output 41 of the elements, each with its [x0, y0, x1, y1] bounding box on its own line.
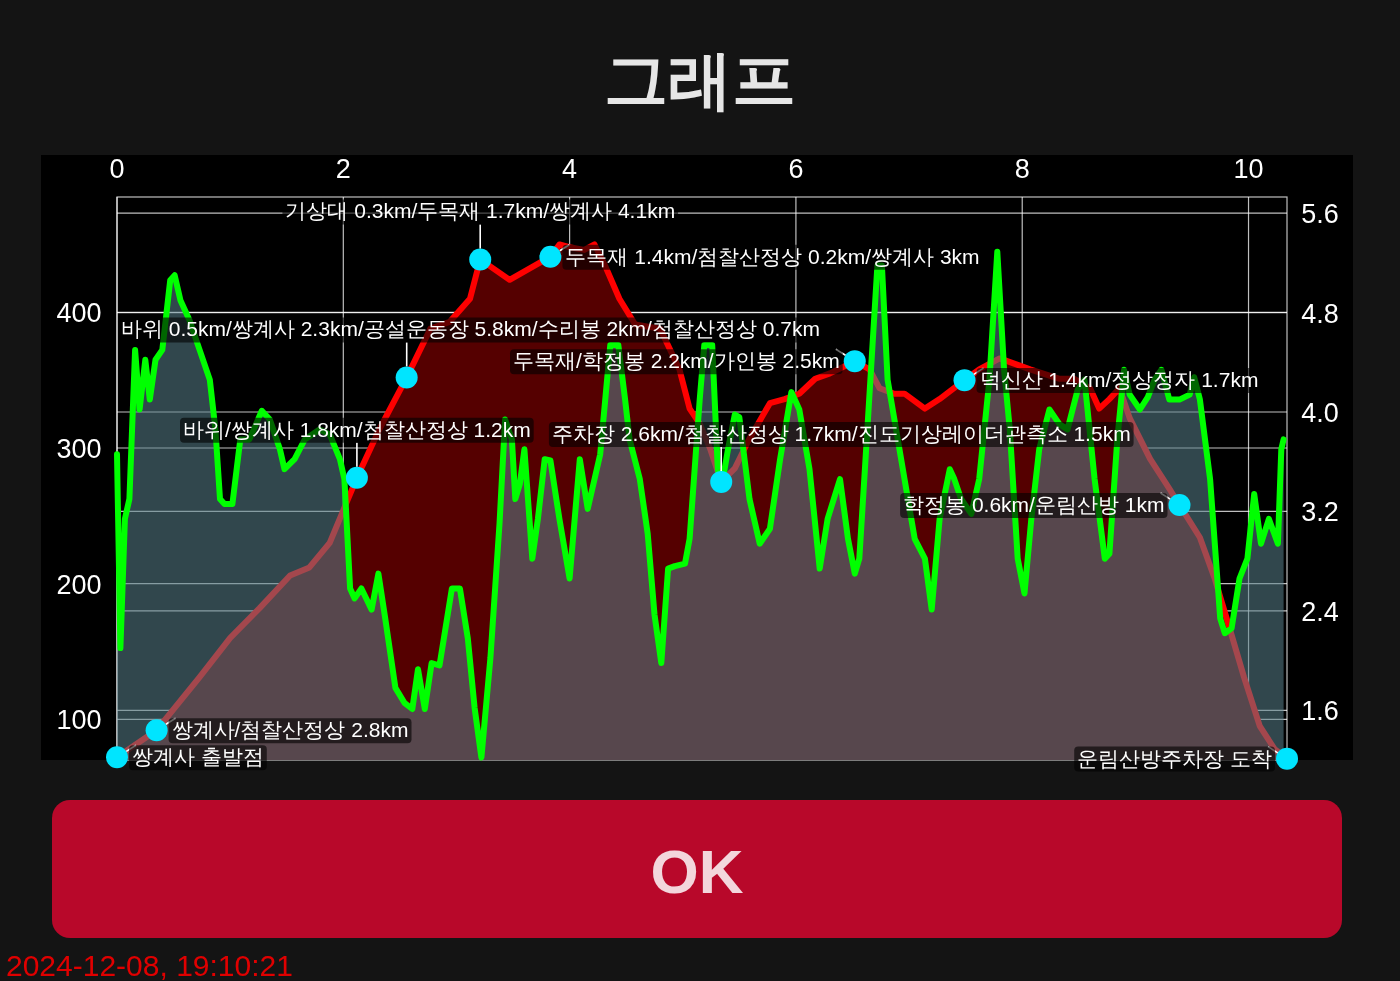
annotation: 덕신산 1.4km/정상정자 1.7km — [979, 368, 1259, 392]
point — [106, 746, 128, 769]
annotation: 두목재 1.4km/첨찰산정상 0.2km/쌍계사 3km — [565, 244, 980, 268]
y2-tick-label: 1.6 — [1301, 696, 1339, 727]
x-tick-label: 2 — [335, 154, 351, 184]
y-tick-label: 400 — [56, 298, 102, 329]
point — [395, 366, 418, 389]
annotation: 학정봉 0.6km/운림산방 1km — [903, 493, 1165, 516]
annotation: 두목재/학정봉 2.2km/가인봉 2.5km — [513, 349, 840, 373]
x-tick-label: 6 — [788, 154, 804, 184]
annotation: 기상대 0.3km/두목재 1.7km/쌍계사 4.1km — [285, 199, 676, 223]
chart-title: 그래프 — [604, 44, 796, 116]
annotation: 쌍계사 출발점 — [132, 745, 264, 769]
x-tick-label: 8 — [1014, 154, 1030, 184]
x-tick-label: 0 — [109, 154, 125, 184]
point — [1276, 747, 1298, 770]
y2-tick-label: 3.2 — [1301, 497, 1339, 528]
x-tick-label: 10 — [1233, 154, 1264, 184]
text: 2024-12-08, 19:10:21 — [6, 949, 293, 981]
point — [1168, 493, 1191, 516]
text: OK — [650, 837, 744, 906]
y-tick-label: 300 — [56, 433, 102, 464]
annotation: 운림산방주차장 도착 — [1077, 746, 1273, 770]
y2-tick-label: 4.8 — [1301, 298, 1339, 329]
y2-tick-label: 2.4 — [1301, 596, 1339, 627]
y2-tick-label: 4.0 — [1301, 398, 1339, 429]
annotation: 바위/쌍계사 1.8km/첨찰산정상 1.2km — [183, 417, 531, 441]
point — [843, 350, 866, 373]
y-tick-label: 200 — [56, 569, 102, 600]
point — [539, 245, 562, 268]
annotation: 쌍계사/첨찰산정상 2.8km — [171, 718, 409, 742]
point — [145, 719, 168, 742]
y2-tick-label: 5.6 — [1301, 199, 1339, 230]
point — [469, 248, 492, 271]
point — [710, 470, 733, 493]
point — [345, 466, 368, 489]
point — [953, 369, 976, 392]
x-tick-label: 4 — [562, 154, 578, 184]
annotation: 주차장 2.6km/첨찰산정상 1.7km/진도기상레이더관측소 1.5km — [551, 421, 1131, 445]
y-tick-label: 100 — [56, 705, 102, 736]
annotation: 바위 0.5km/쌍계사 2.3km/공설운동장 5.8km/수리봉 2km/첨찰산정상 0.7km — [121, 317, 820, 341]
